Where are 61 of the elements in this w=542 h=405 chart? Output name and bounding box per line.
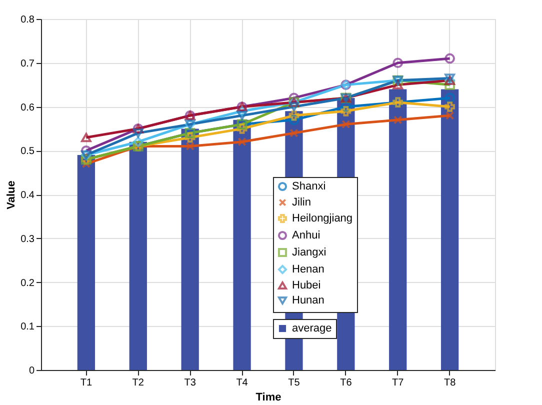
- y-tick-label: 0.3: [20, 234, 35, 245]
- point: [444, 53, 455, 64]
- point: [342, 120, 350, 129]
- point: [186, 142, 194, 151]
- point: [444, 102, 455, 112]
- point: [445, 111, 454, 120]
- legend-label: average: [292, 322, 332, 334]
- y-tick-label: 0.2: [20, 278, 35, 289]
- point: [288, 102, 300, 112]
- y-tick-label: 0.1: [20, 322, 35, 333]
- y-tick-label: 0.7: [20, 58, 35, 70]
- legend-label: Jiangxi: [292, 246, 326, 258]
- bar: [233, 120, 251, 370]
- point: [394, 116, 402, 124]
- point: [132, 128, 144, 138]
- bar: [181, 128, 199, 370]
- point: [340, 102, 352, 112]
- point: [82, 159, 91, 168]
- point: [81, 132, 92, 142]
- bar: [389, 89, 407, 370]
- y-tick-label: 0.8: [20, 14, 35, 26]
- y-tick-label: 0.5: [20, 146, 35, 158]
- point: [340, 106, 352, 116]
- x-tick-label: T5: [288, 378, 300, 388]
- x-tick-label: T6: [340, 378, 352, 388]
- legend-label: Jilin: [292, 196, 311, 208]
- bar: [77, 155, 96, 370]
- point: [238, 138, 246, 146]
- x-axis-title: Time: [256, 392, 282, 404]
- x-tick-label: T8: [444, 378, 456, 388]
- legend-label: Heilongjiang: [292, 212, 353, 224]
- point: [236, 106, 248, 116]
- y-tick-label: 0.4: [20, 190, 35, 201]
- y-axis-title: Value: [6, 180, 18, 210]
- point: [236, 124, 248, 134]
- point: [132, 136, 144, 148]
- legend-label: Shanxi: [292, 180, 326, 192]
- point: [392, 58, 404, 68]
- point: [184, 132, 196, 143]
- x-tick-label: T2: [132, 378, 144, 388]
- y-tick-label: 0: [28, 366, 35, 376]
- point: [392, 80, 404, 90]
- legend-label: Henan: [292, 264, 324, 276]
- bar: [129, 142, 147, 370]
- point: [236, 110, 248, 120]
- legend-label: Hubei: [292, 280, 321, 292]
- y-tick-label: 0.6: [20, 102, 35, 114]
- x-tick-label: T4: [236, 378, 248, 388]
- point: [288, 114, 300, 126]
- x-tick-label: T1: [80, 378, 92, 388]
- legend-label: Anhui: [292, 230, 320, 242]
- bar: [440, 89, 459, 370]
- x-tick-label: T3: [184, 378, 196, 388]
- point: [290, 128, 298, 138]
- point: [444, 74, 455, 83]
- point: [81, 145, 92, 156]
- point: [444, 92, 455, 104]
- x-tick-label: T7: [392, 378, 404, 388]
- legend-label: Hunan: [292, 294, 324, 306]
- point: [288, 110, 300, 121]
- point: [444, 80, 455, 90]
